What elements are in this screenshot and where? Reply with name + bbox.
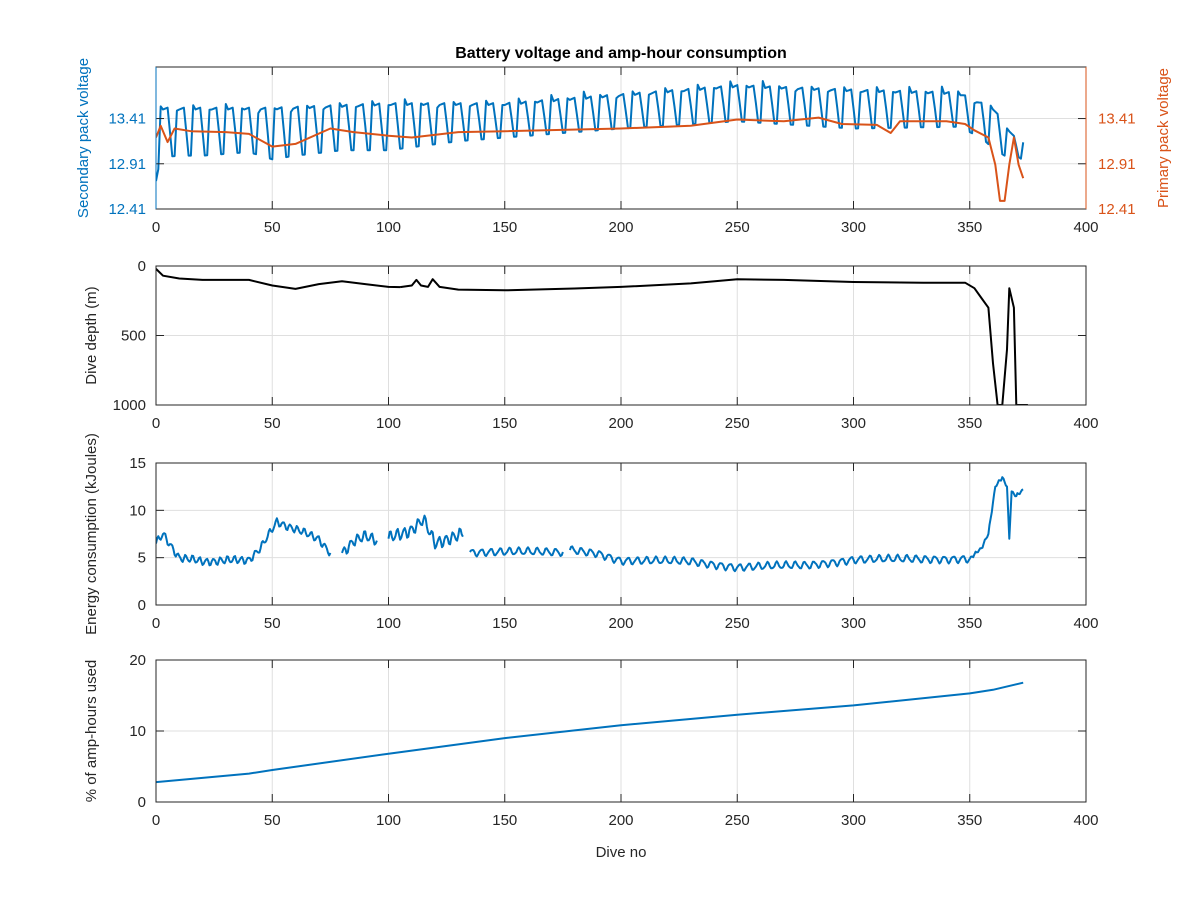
- x-tick-label: 150: [492, 615, 517, 632]
- x-tick-label: 250: [725, 219, 750, 236]
- x-tick-label: 350: [957, 219, 982, 236]
- x-tick-label: 150: [492, 219, 517, 236]
- y-tick-label: 12.41: [108, 201, 146, 218]
- series-line: [156, 681, 1024, 784]
- series-line: [968, 476, 1024, 560]
- subplot-4: 0 50 100 150 200 250 300 350 400 0 10 20 % of amp-ho…: [83, 652, 1099, 861]
- subplot-3: 0 50 100 150 200 250 300 350 400 0 5 10 15 Energy con…: [83, 433, 1099, 635]
- x-tick-label: 400: [1073, 415, 1098, 432]
- y-tick-label: 0: [138, 597, 146, 614]
- series-line: [568, 545, 971, 573]
- plot-area: [156, 80, 1025, 202]
- y-axis-label: Dive depth (m): [83, 286, 100, 384]
- x-tick-label: 400: [1073, 219, 1098, 236]
- y-tick-label: 0: [138, 794, 146, 811]
- x-axis-label: Dive no: [596, 844, 647, 861]
- x-tick-label: 100: [376, 812, 401, 829]
- y-axis-label: Secondary pack voltage: [75, 58, 92, 218]
- x-tick-label: 400: [1073, 615, 1098, 632]
- x-tick-label: 150: [492, 812, 517, 829]
- x-tick-label: 200: [608, 812, 633, 829]
- x-tick-label: 250: [725, 615, 750, 632]
- y-tick-label: 13.41: [108, 111, 146, 128]
- x-tick-label: 0: [152, 415, 160, 432]
- x-tick-label: 250: [725, 415, 750, 432]
- x-tick-label: 400: [1073, 812, 1098, 829]
- y-right-tick-label: 12.91: [1098, 156, 1136, 173]
- y-tick-label: 500: [121, 328, 146, 345]
- figure-title: Battery voltage and amp-hour consumption: [455, 45, 787, 62]
- x-tick-label: 50: [264, 219, 281, 236]
- y-right-tick-label: 13.41: [1098, 111, 1136, 128]
- x-tick-label: 300: [841, 615, 866, 632]
- y-tick-label: 12.91: [108, 156, 146, 173]
- x-tick-label: 300: [841, 219, 866, 236]
- y-tick-label: 20: [129, 652, 146, 669]
- x-tick-label: 50: [264, 615, 281, 632]
- y-right-tick-label: 12.41: [1098, 201, 1136, 218]
- x-tick-label: 200: [608, 219, 633, 236]
- x-tick-label: 350: [957, 812, 982, 829]
- x-tick-label: 0: [152, 615, 160, 632]
- subplot-1: 0 50 100 150 200 250 300 350 40012.4112.9113.411…: [75, 58, 1172, 236]
- series-line: [399, 278, 1028, 405]
- y-axis-label: % of amp-hours used: [83, 660, 100, 803]
- plot-area: [156, 476, 1024, 573]
- secondary-pack-voltage-line: [156, 80, 1025, 182]
- x-tick-label: 100: [376, 219, 401, 236]
- x-tick-label: 0: [152, 812, 160, 829]
- y-tick-label: 10: [129, 502, 146, 519]
- x-tick-label: 150: [492, 415, 517, 432]
- series-line: [387, 514, 464, 550]
- y-tick-label: 10: [129, 723, 146, 740]
- plot-area: [156, 268, 1028, 405]
- y-tick-label: 0: [138, 258, 146, 275]
- series-line: [156, 268, 401, 290]
- x-tick-label: 350: [957, 615, 982, 632]
- y-tick-label: 1000: [113, 397, 146, 414]
- x-tick-label: 200: [608, 415, 633, 432]
- plot-area: [156, 681, 1024, 784]
- series-line: [156, 517, 332, 567]
- y-right-axis-label: Primary pack voltage: [1155, 68, 1172, 208]
- x-tick-label: 0: [152, 219, 160, 236]
- x-tick-label: 250: [725, 812, 750, 829]
- series-line: [341, 530, 378, 555]
- x-tick-label: 300: [841, 812, 866, 829]
- subplot-2: 0 50 100 150 200 250 300 350 400 0 500 1000 Dive dep…: [83, 258, 1099, 432]
- y-tick-label: 5: [138, 550, 146, 567]
- x-tick-label: 100: [376, 415, 401, 432]
- y-tick-label: 15: [129, 455, 146, 472]
- primary-pack-voltage-line: [156, 116, 1025, 202]
- series-line: [469, 546, 564, 558]
- x-tick-label: 50: [264, 812, 281, 829]
- x-tick-label: 100: [376, 615, 401, 632]
- x-tick-label: 50: [264, 415, 281, 432]
- subplots: 0 50 100 150 200 250 300 350 40012.4112.9113.411…: [75, 58, 1172, 861]
- x-tick-label: 200: [608, 615, 633, 632]
- x-tick-label: 350: [957, 415, 982, 432]
- x-tick-label: 300: [841, 415, 866, 432]
- y-axis-label: Energy consumption (kJoules): [83, 433, 100, 635]
